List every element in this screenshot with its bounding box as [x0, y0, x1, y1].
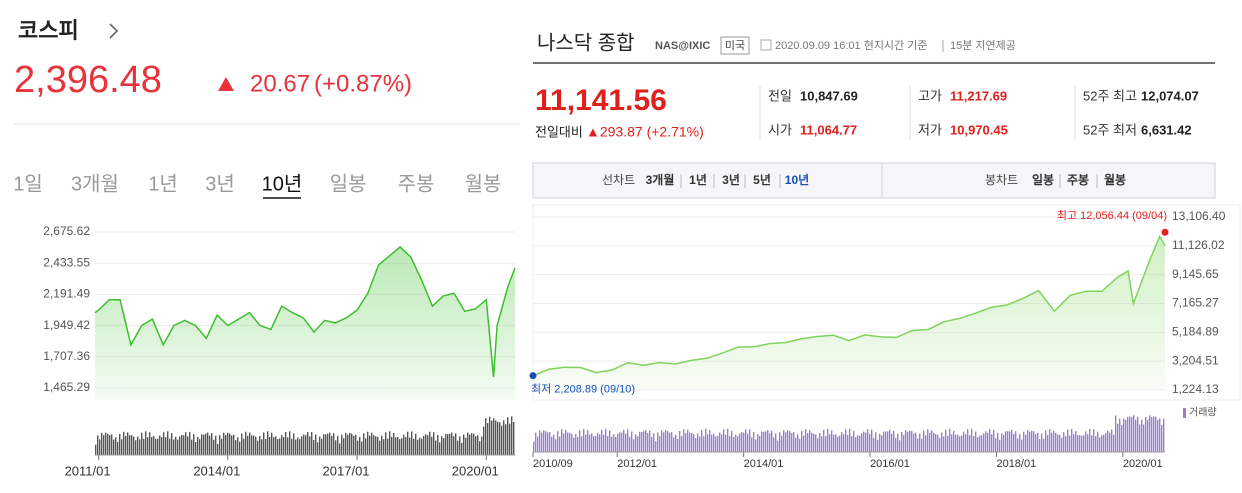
candle-tab[interactable]: 일봉 [1032, 173, 1054, 187]
y-tick-label: 2,433.55 [43, 255, 90, 269]
nasdaq-change-label: 전일대비 [535, 124, 583, 139]
kospi-price: 2,396.48 [14, 59, 162, 101]
period-tab[interactable]: 1일 [13, 172, 43, 195]
area-fill [95, 246, 515, 400]
y-tick-label: 9,145.65 [1172, 267, 1219, 281]
x-tick-label: 2018/01 [996, 458, 1036, 470]
nasdaq-code: NAS@IXIC [655, 40, 710, 52]
nasdaq-delay: 15분 지연제공 [950, 39, 1016, 52]
y-tick-label: 1,465.29 [43, 380, 90, 394]
up-icon [218, 77, 234, 91]
candle-tabs-label: 봉차트 [985, 173, 1018, 187]
y-tick-label: 2,191.49 [43, 287, 90, 301]
y-tick-label: 7,165.27 [1172, 296, 1219, 310]
x-tick-label: 2020/01 [452, 463, 499, 478]
country-badge [720, 36, 750, 55]
period-tab[interactable]: 월봉 [465, 172, 502, 195]
volume-decoration [533, 415, 1165, 452]
line-tabs-label: 선차트 [602, 173, 635, 187]
x-tick-label: 2010/09 [533, 458, 573, 470]
volume-legend-swatch [1183, 408, 1186, 418]
y-tick-label: 3,204.51 [1172, 353, 1219, 367]
calendar-icon [760, 39, 772, 51]
tab-bar [532, 162, 1216, 199]
nasdaq-change: ▲293.87 (+2.71%) [586, 124, 704, 140]
annotation-dot [529, 372, 537, 380]
x-tick-label: 2017/01 [323, 463, 370, 478]
volume-decoration [95, 416, 515, 455]
annotation-label: 최저 2,208.89 (09/10) [531, 383, 635, 396]
stat-label: 시가 [768, 122, 792, 137]
period-tab[interactable]: 3년 [722, 173, 740, 187]
stat-value: 11,064.77 [800, 122, 857, 137]
price-line [532, 234, 1166, 377]
y-tick-label: 1,707.36 [43, 349, 90, 363]
kospi-change: 20.67 [250, 70, 310, 97]
period-tab[interactable]: 1년 [148, 172, 178, 195]
stat-label: 전일 [768, 88, 792, 103]
nasdaq-name: 나스닥 종합 [537, 31, 635, 54]
y-tick-label: 5,184.89 [1172, 325, 1219, 339]
stat-value: 10,970.45 [950, 122, 1008, 137]
y-tick-label: 2,675.62 [43, 224, 90, 238]
stat-label: 고가 [918, 88, 942, 103]
period-tab[interactable]: 일봉 [330, 172, 367, 195]
y-tick-label: 1,224.13 [1172, 382, 1219, 396]
period-tab[interactable]: 10년 [785, 173, 809, 187]
nasdaq-country: 미국 [725, 39, 745, 52]
candle-tab[interactable]: 월봉 [1104, 172, 1126, 187]
period-tab[interactable]: 1년 [689, 173, 707, 187]
x-tick-label: 2014/01 [744, 458, 784, 470]
candle-tab[interactable]: 주봉 [1067, 173, 1089, 187]
stat-value: 11,217.69 [950, 88, 1007, 103]
annotation-dot [1161, 228, 1169, 236]
area-fill [533, 236, 1165, 390]
y-tick-label: 1,949.42 [43, 318, 90, 332]
y-tick-label: 13,106.40 [1172, 209, 1226, 223]
kospi-name[interactable]: 코스피 [18, 18, 79, 43]
volume-legend-label: 거래량 [1189, 407, 1217, 419]
x-tick-label: 2014/01 [193, 463, 240, 478]
stat-value: 10,847.69 [800, 88, 858, 103]
nasdaq-price: 11,141.56 [535, 84, 667, 117]
price-line [94, 245, 516, 378]
y-tick-label: 11,126.02 [1172, 238, 1225, 252]
stat-label: 52주 최저 [1083, 122, 1137, 137]
stat-label: 저가 [918, 122, 942, 137]
period-tab[interactable]: 3개월 [71, 172, 119, 195]
nasdaq-timestamp: 2020.09.09 16:01 현지시간 기준 [775, 39, 927, 52]
x-tick-label: 2020/01 [1123, 458, 1163, 470]
annotation-label: 최고 12,056.44 (09/04) [1057, 209, 1167, 222]
chevron-icon[interactable] [109, 23, 119, 39]
x-tick-label: 2011/01 [65, 463, 111, 478]
x-tick-label: 2012/01 [617, 458, 657, 470]
period-tab[interactable]: 5년 [753, 173, 771, 187]
x-tick-label: 2016/01 [870, 458, 910, 470]
stat-value: 12,074.07 [1141, 88, 1199, 103]
period-tab[interactable]: 주봉 [398, 173, 435, 195]
period-tab[interactable]: 10년 [262, 172, 303, 195]
kospi-change-rate: (+0.87%) [314, 70, 412, 97]
period-tab[interactable]: 3년 [205, 172, 235, 195]
stat-value: 6,631.42 [1141, 122, 1192, 137]
stat-label: 52주 최고 [1083, 88, 1137, 103]
period-tab[interactable]: 3개월 [646, 172, 675, 187]
